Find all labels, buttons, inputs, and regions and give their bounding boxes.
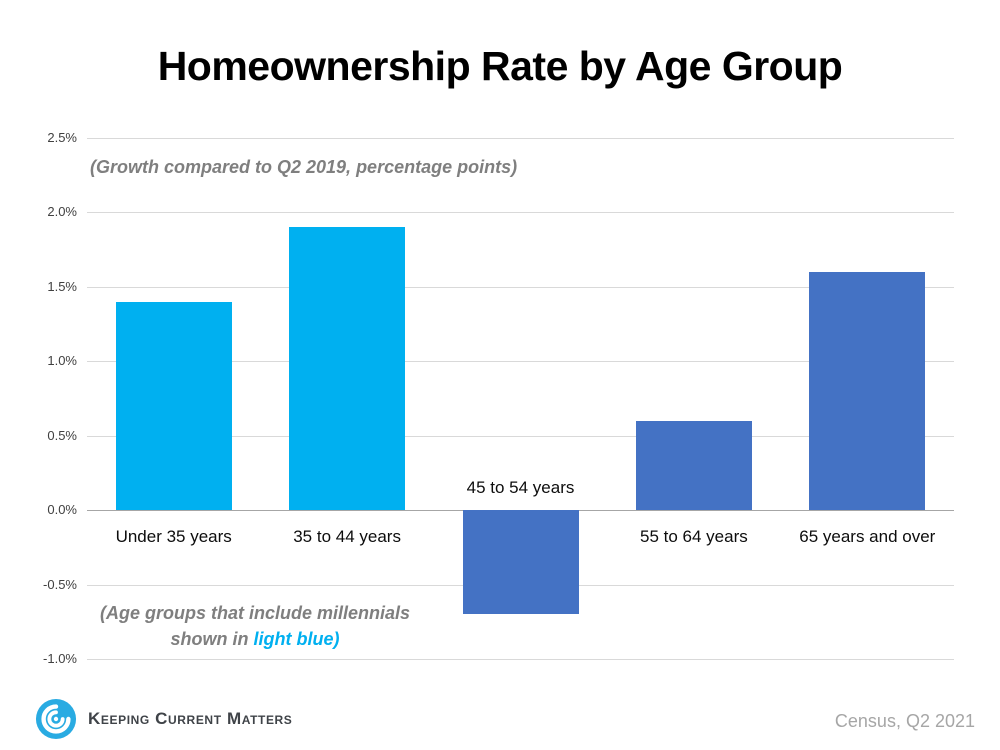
annotation-highlight: light blue)	[253, 629, 340, 649]
category-label: 55 to 64 years	[640, 527, 748, 547]
brand-lockup: Keeping Current Matters	[35, 697, 292, 741]
y-tick-label: 1.0%	[47, 353, 77, 369]
chart-subtitle: (Growth compared to Q2 2019, percentage …	[90, 157, 518, 177]
annotation-line2-prefix: shown in	[170, 629, 254, 649]
y-tick-label: -1.0%	[43, 651, 77, 666]
bar-65-years-and-over	[809, 272, 926, 511]
y-tick-label: 0.5%	[47, 427, 77, 443]
category-label: 65 years and over	[799, 527, 936, 547]
gridline	[87, 212, 954, 214]
category-label: Under 35 years	[115, 527, 232, 547]
annotation-line1: (Age groups that include millennials	[99, 603, 411, 623]
bar-under-35-years	[115, 301, 232, 511]
category-label: 35 to 44 years	[293, 527, 401, 547]
bar-45-to-54-years	[462, 510, 579, 615]
gridline	[87, 435, 954, 437]
gridline	[87, 659, 954, 660]
bar-55-to-64-years	[635, 420, 752, 511]
y-tick-label: 1.5%	[47, 278, 77, 294]
y-tick-label: -0.5%	[43, 576, 77, 592]
chart-title: Homeownership Rate by Age Group	[157, 43, 843, 89]
gridline	[87, 138, 954, 139]
kcm-swirl-logo-icon	[35, 698, 77, 740]
gridline	[87, 286, 954, 288]
y-tick-label: 2.5%	[47, 130, 77, 145]
source-citation: Census, Q2 2021	[834, 711, 975, 731]
millennial-annotation: (Age groups that include millennials sho…	[83, 600, 427, 652]
gridline	[87, 361, 954, 363]
y-tick-label: 0.0%	[47, 502, 77, 518]
bar-35-to-44-years	[289, 227, 406, 511]
category-label: 45 to 54 years	[466, 478, 575, 498]
brand-name: Keeping Current Matters	[88, 709, 293, 728]
y-tick-label: 2.0%	[47, 204, 77, 220]
